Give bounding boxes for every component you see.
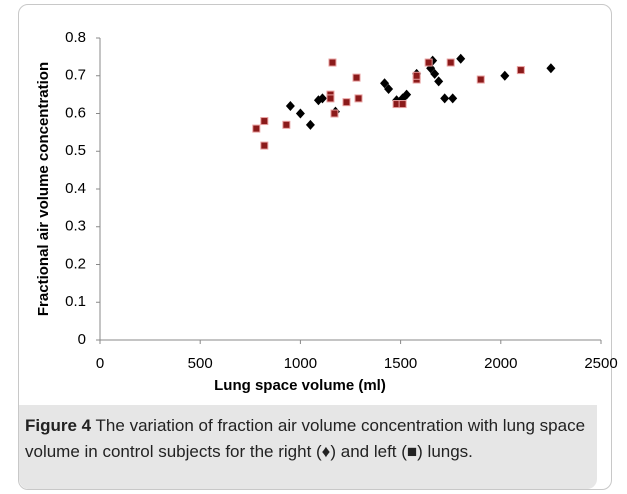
- point: [295, 108, 305, 119]
- point: [456, 53, 466, 64]
- point: [434, 76, 444, 87]
- y-tick-label: 0.6: [65, 104, 86, 121]
- y-tick-label: 0.8: [65, 29, 86, 46]
- y-tick-label: 0.7: [65, 67, 86, 84]
- y-tick-label: 0.2: [65, 255, 86, 272]
- y-tick-label: 0.4: [65, 180, 86, 197]
- point: [328, 58, 337, 67]
- caption: Figure 4 The variation of fraction air v…: [19, 405, 597, 489]
- point: [354, 94, 363, 103]
- x-tick-label: 1500: [384, 355, 417, 372]
- point: [380, 78, 390, 89]
- point: [384, 83, 394, 94]
- point: [260, 117, 269, 126]
- point: [500, 70, 510, 81]
- x-tick-label: 2500: [584, 355, 617, 372]
- x-tick-label: 2000: [484, 355, 517, 372]
- point: [252, 124, 261, 133]
- point: [330, 109, 339, 118]
- point: [317, 93, 327, 104]
- point: [305, 119, 315, 130]
- x-tick-label: 0: [96, 355, 104, 372]
- x-tick-label: 1000: [284, 355, 317, 372]
- point: [516, 66, 525, 75]
- point: [446, 58, 455, 67]
- chart: Lung space volume (ml) Fractional air vo…: [35, 29, 618, 394]
- point: [402, 89, 412, 100]
- x-tick-label: 500: [188, 355, 213, 372]
- x-axis-title: Lung space volume (ml): [214, 377, 386, 394]
- point: [546, 63, 556, 74]
- y-tick-label: 0.3: [65, 218, 86, 235]
- point: [342, 98, 351, 107]
- point: [430, 68, 440, 79]
- point: [412, 71, 421, 80]
- point: [440, 93, 450, 104]
- point: [424, 58, 433, 67]
- caption-text: The variation of fraction air volume con…: [25, 416, 586, 461]
- point: [260, 141, 269, 150]
- point: [285, 100, 295, 111]
- y-tick-label: 0.1: [65, 293, 86, 310]
- point: [426, 63, 436, 74]
- point: [352, 73, 361, 82]
- caption-label: Figure 4: [25, 416, 92, 435]
- y-tick-label: 0.5: [65, 142, 86, 159]
- point: [398, 100, 407, 109]
- y-tick-label: 0: [78, 331, 86, 348]
- point: [282, 120, 291, 129]
- y-axis-title: Fractional air volume concentration: [35, 62, 52, 316]
- point: [448, 93, 458, 104]
- point: [476, 75, 485, 84]
- point: [326, 94, 335, 103]
